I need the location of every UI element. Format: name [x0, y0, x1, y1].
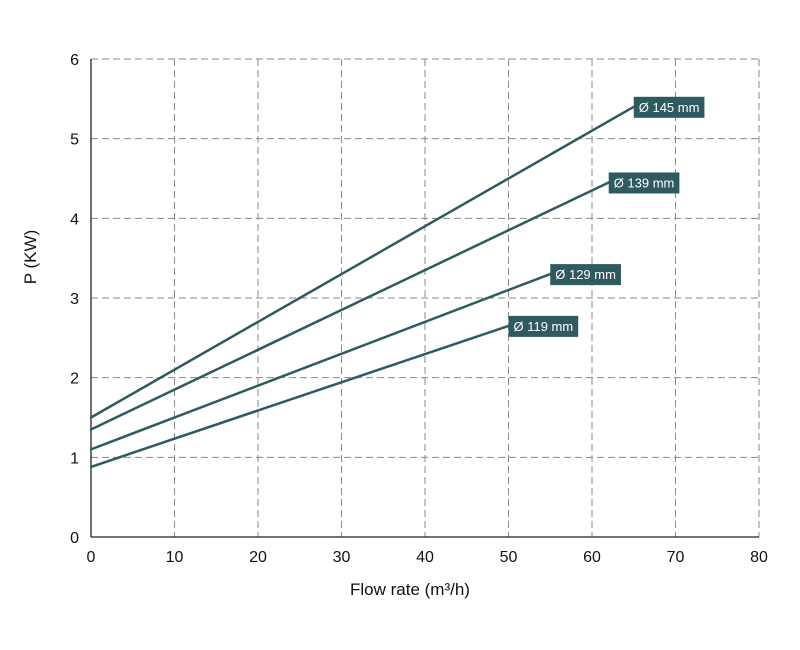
series-label-text: Ø 139 mm [614, 175, 675, 190]
series-label-box [550, 264, 621, 286]
x-axis-title: Flow rate (m³/h) [350, 580, 470, 599]
y-tick-label: 3 [70, 291, 79, 308]
x-tick-label: 40 [416, 549, 434, 566]
y-axis-title: P (KW) [21, 230, 40, 284]
x-tick-label: 30 [333, 549, 351, 566]
y-tick-label: 0 [70, 530, 79, 547]
x-tick-label: 50 [500, 549, 518, 566]
series-label-text: Ø 145 mm [639, 100, 700, 115]
series-lines [89, 105, 635, 469]
y-tick-label: 2 [70, 371, 79, 388]
y-tick-label: 6 [70, 52, 79, 69]
y-tick-label: 1 [70, 450, 79, 467]
y-tick-label: 4 [70, 211, 79, 228]
series-label-text: Ø 129 mm [555, 267, 616, 282]
series-label-text: Ø 119 mm [514, 319, 574, 334]
series-line [89, 324, 510, 469]
x-tick-label: 10 [166, 549, 184, 566]
series-label-box [633, 96, 705, 118]
series-label: Ø 129 mm [550, 264, 621, 286]
x-tick-label: 20 [249, 549, 267, 566]
x-tick-label: 60 [583, 549, 601, 566]
series-label: Ø 139 mm [608, 172, 680, 194]
x-tick-label: 80 [750, 549, 768, 566]
series-label-box [608, 172, 680, 194]
grid [91, 58, 760, 537]
x-tick-label: 0 [87, 549, 96, 566]
tick-labels: 0 10 20 30 40 50 60 70 80 0 1 2 3 4 5 6 [70, 52, 768, 566]
series-label-box [508, 315, 579, 337]
series-line [89, 105, 635, 419]
series-line [89, 181, 610, 431]
series-line [89, 272, 552, 451]
axes [90, 59, 759, 538]
y-tick-label: 5 [70, 132, 79, 149]
series-labels: Ø 145 mm Ø 139 mm Ø 129 mm Ø 119 mm [508, 96, 705, 337]
series-label: Ø 145 mm [633, 96, 705, 118]
series-label: Ø 119 mm [508, 315, 579, 337]
x-tick-label: 70 [667, 549, 685, 566]
